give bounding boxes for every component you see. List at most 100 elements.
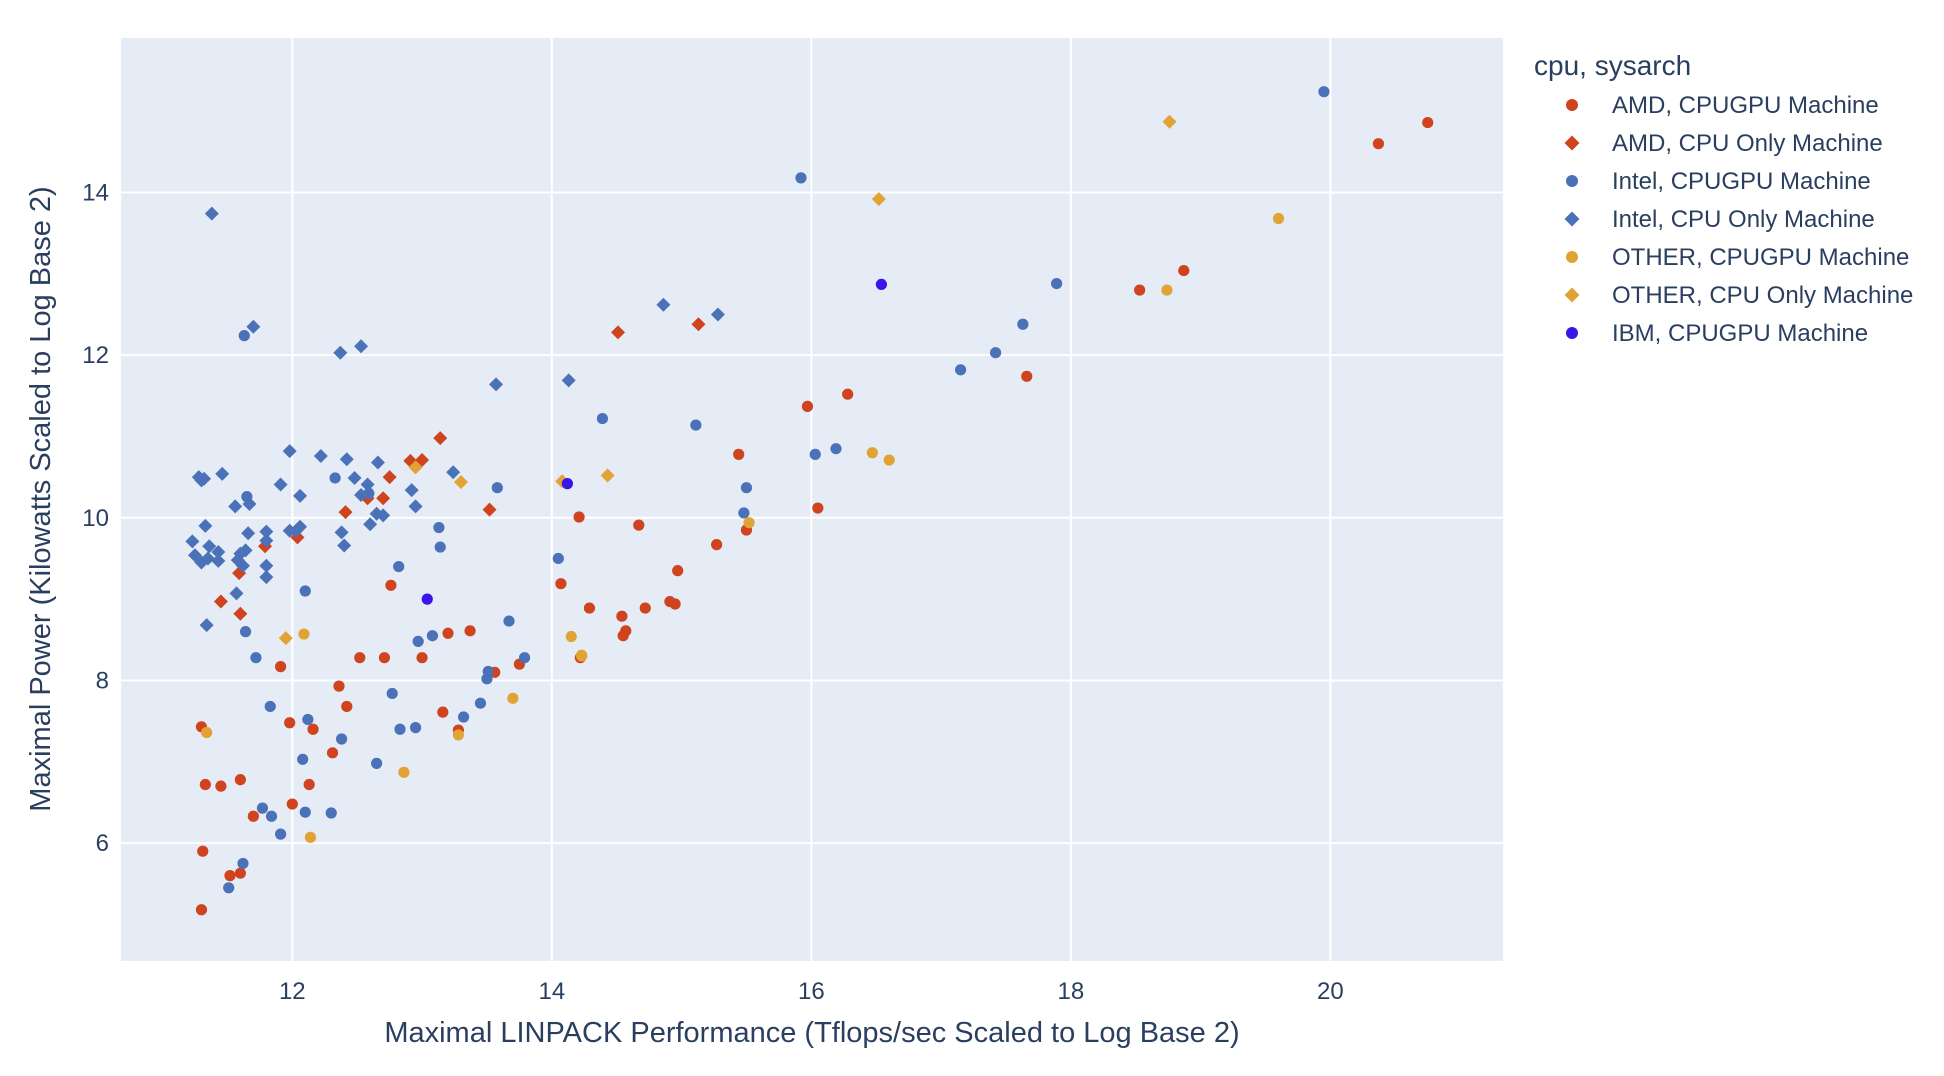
intel-cpugpu-machine-point bbox=[409, 722, 422, 734]
intel-cpu-only-machine-point bbox=[259, 558, 274, 573]
other-cpugpu-machine-point bbox=[507, 692, 519, 704]
intel-cpu-only-machine-point bbox=[242, 496, 257, 511]
intel-cpugpu-machine-point bbox=[1017, 318, 1029, 330]
intel-cpugpu-machine-point bbox=[990, 347, 1002, 359]
ibm-cpugpu-machine-point bbox=[561, 478, 573, 490]
amd-cpugpu-machine-point bbox=[1021, 370, 1033, 382]
legend-title: cpu, sysarch bbox=[1534, 50, 1691, 81]
amd-cpugpu-machine-point bbox=[234, 774, 246, 786]
amd-cpugpu-machine-point bbox=[442, 627, 454, 639]
grid-lines bbox=[121, 38, 1503, 961]
legend-marker bbox=[1564, 211, 1580, 227]
intel-cpugpu-machine-point bbox=[491, 482, 503, 494]
other-cpugpu-machine-point bbox=[866, 447, 878, 459]
other-cpu-only-machine-point bbox=[1162, 114, 1177, 129]
other-cpugpu-machine-point bbox=[398, 766, 410, 778]
intel-cpugpu-machine-point bbox=[238, 330, 250, 342]
ibm-cpugpu-machine-point bbox=[421, 593, 433, 605]
amd-cpugpu-machine-point bbox=[354, 652, 366, 664]
amd-cpugpu-machine-point bbox=[378, 652, 391, 664]
intel-cpugpu-machine-point bbox=[264, 700, 276, 713]
legend-marker bbox=[1566, 99, 1578, 111]
axis-ticks: 12 14 16 18 20 6 8 10 12 14 bbox=[82, 180, 1343, 1005]
intel-cpugpu-machine-point bbox=[223, 882, 235, 894]
amd-cpugpu-machine-point bbox=[633, 519, 645, 531]
intel-cpugpu-machine-point bbox=[394, 723, 406, 735]
intel-cpugpu-machine-point bbox=[250, 652, 262, 664]
amd-cpugpu-machine-point bbox=[199, 778, 211, 791]
amd-cpugpu-machine-point bbox=[842, 388, 854, 400]
other-cpugpu-machine-point bbox=[201, 726, 213, 739]
legend-item-label: Intel, CPU Only Machine bbox=[1612, 206, 1875, 233]
intel-cpu-only-machine-point bbox=[229, 586, 244, 601]
intel-cpugpu-machine-point bbox=[426, 630, 439, 642]
data-points bbox=[185, 86, 1434, 916]
intel-cpu-only-machine-point bbox=[333, 345, 348, 360]
amd-cpu-only-machine-point bbox=[213, 594, 228, 609]
intel-cpu-only-machine-point bbox=[376, 508, 391, 523]
x-tick-label: 14 bbox=[538, 978, 565, 1005]
intel-cpu-only-machine-point bbox=[185, 534, 200, 549]
y-axis-title: Maximal Power (Kilowatts Scaled to Log B… bbox=[25, 186, 57, 811]
intel-cpugpu-machine-point bbox=[954, 364, 967, 376]
intel-cpu-only-machine-point bbox=[347, 470, 362, 485]
amd-cpu-only-machine-point bbox=[338, 505, 353, 520]
intel-cpu-only-machine-point bbox=[360, 477, 375, 492]
x-tick-label: 20 bbox=[1317, 978, 1344, 1005]
other-cpugpu-machine-point bbox=[1161, 284, 1173, 296]
intel-cpu-only-machine-point bbox=[337, 538, 352, 553]
intel-cpugpu-machine-point bbox=[299, 585, 311, 597]
y-tick-label: 6 bbox=[96, 830, 109, 857]
intel-cpu-only-machine-point bbox=[259, 570, 274, 585]
intel-cpu-only-machine-point bbox=[246, 319, 261, 334]
intel-cpugpu-machine-point bbox=[434, 541, 446, 553]
amd-cpugpu-machine-point bbox=[1134, 284, 1146, 296]
intel-cpugpu-machine-point bbox=[457, 711, 470, 723]
legend-item-label: AMD, CPU Only Machine bbox=[1612, 130, 1883, 157]
other-cpugpu-machine-point bbox=[565, 630, 577, 643]
amd-cpugpu-machine-point bbox=[733, 448, 745, 460]
intel-cpugpu-machine-point bbox=[237, 857, 249, 870]
intel-cpu-only-machine-point bbox=[710, 307, 725, 322]
intel-cpugpu-machine-point bbox=[275, 828, 287, 840]
intel-cpugpu-machine-point bbox=[433, 521, 445, 534]
intel-cpu-only-machine-point bbox=[198, 518, 213, 533]
intel-cpu-only-machine-point bbox=[561, 373, 576, 388]
intel-cpu-only-machine-point bbox=[228, 499, 243, 514]
legend-marker bbox=[1566, 327, 1578, 339]
legend-marker bbox=[1566, 251, 1578, 263]
intel-cpugpu-machine-point bbox=[393, 560, 405, 573]
legend: cpu, sysarch AMD, CPUGPU Machine AMD, CPU… bbox=[1534, 50, 1913, 347]
intel-cpugpu-machine-point bbox=[596, 412, 609, 425]
x-tick-label: 16 bbox=[798, 978, 825, 1005]
amd-cpugpu-machine-point bbox=[224, 870, 236, 882]
other-cpu-only-machine-point bbox=[600, 468, 615, 483]
amd-cpugpu-machine-point bbox=[583, 602, 596, 614]
amd-cpugpu-machine-point bbox=[197, 845, 209, 857]
amd-cpu-only-machine-point bbox=[382, 470, 397, 485]
amd-cpugpu-machine-point bbox=[812, 502, 824, 514]
intel-cpugpu-machine-point bbox=[256, 802, 269, 814]
other-cpu-only-machine-point bbox=[871, 192, 886, 207]
amd-cpugpu-machine-point bbox=[215, 780, 227, 792]
amd-cpugpu-machine-point bbox=[307, 723, 319, 735]
intel-cpu-only-machine-point bbox=[235, 558, 250, 573]
y-tick-label: 12 bbox=[82, 342, 109, 369]
amd-cpugpu-machine-point bbox=[1372, 138, 1385, 150]
intel-cpu-only-machine-point bbox=[211, 544, 226, 559]
amd-cpugpu-machine-point bbox=[416, 652, 428, 664]
amd-cpugpu-machine-point bbox=[573, 511, 585, 523]
other-cpugpu-machine-point bbox=[743, 517, 755, 529]
other-cpugpu-machine-point bbox=[298, 628, 310, 640]
intel-cpugpu-machine-point bbox=[690, 419, 702, 431]
intel-cpugpu-machine-point bbox=[1051, 277, 1063, 290]
amd-cpugpu-machine-point bbox=[385, 579, 397, 591]
amd-cpugpu-machine-point bbox=[669, 598, 681, 610]
amd-cpu-only-machine-point bbox=[482, 502, 497, 517]
intel-cpu-only-machine-point bbox=[354, 488, 369, 503]
intel-cpu-only-machine-point bbox=[204, 206, 219, 221]
intel-cpugpu-machine-point bbox=[740, 482, 753, 494]
intel-cpugpu-machine-point bbox=[239, 626, 252, 638]
amd-cpugpu-machine-point bbox=[616, 610, 628, 622]
